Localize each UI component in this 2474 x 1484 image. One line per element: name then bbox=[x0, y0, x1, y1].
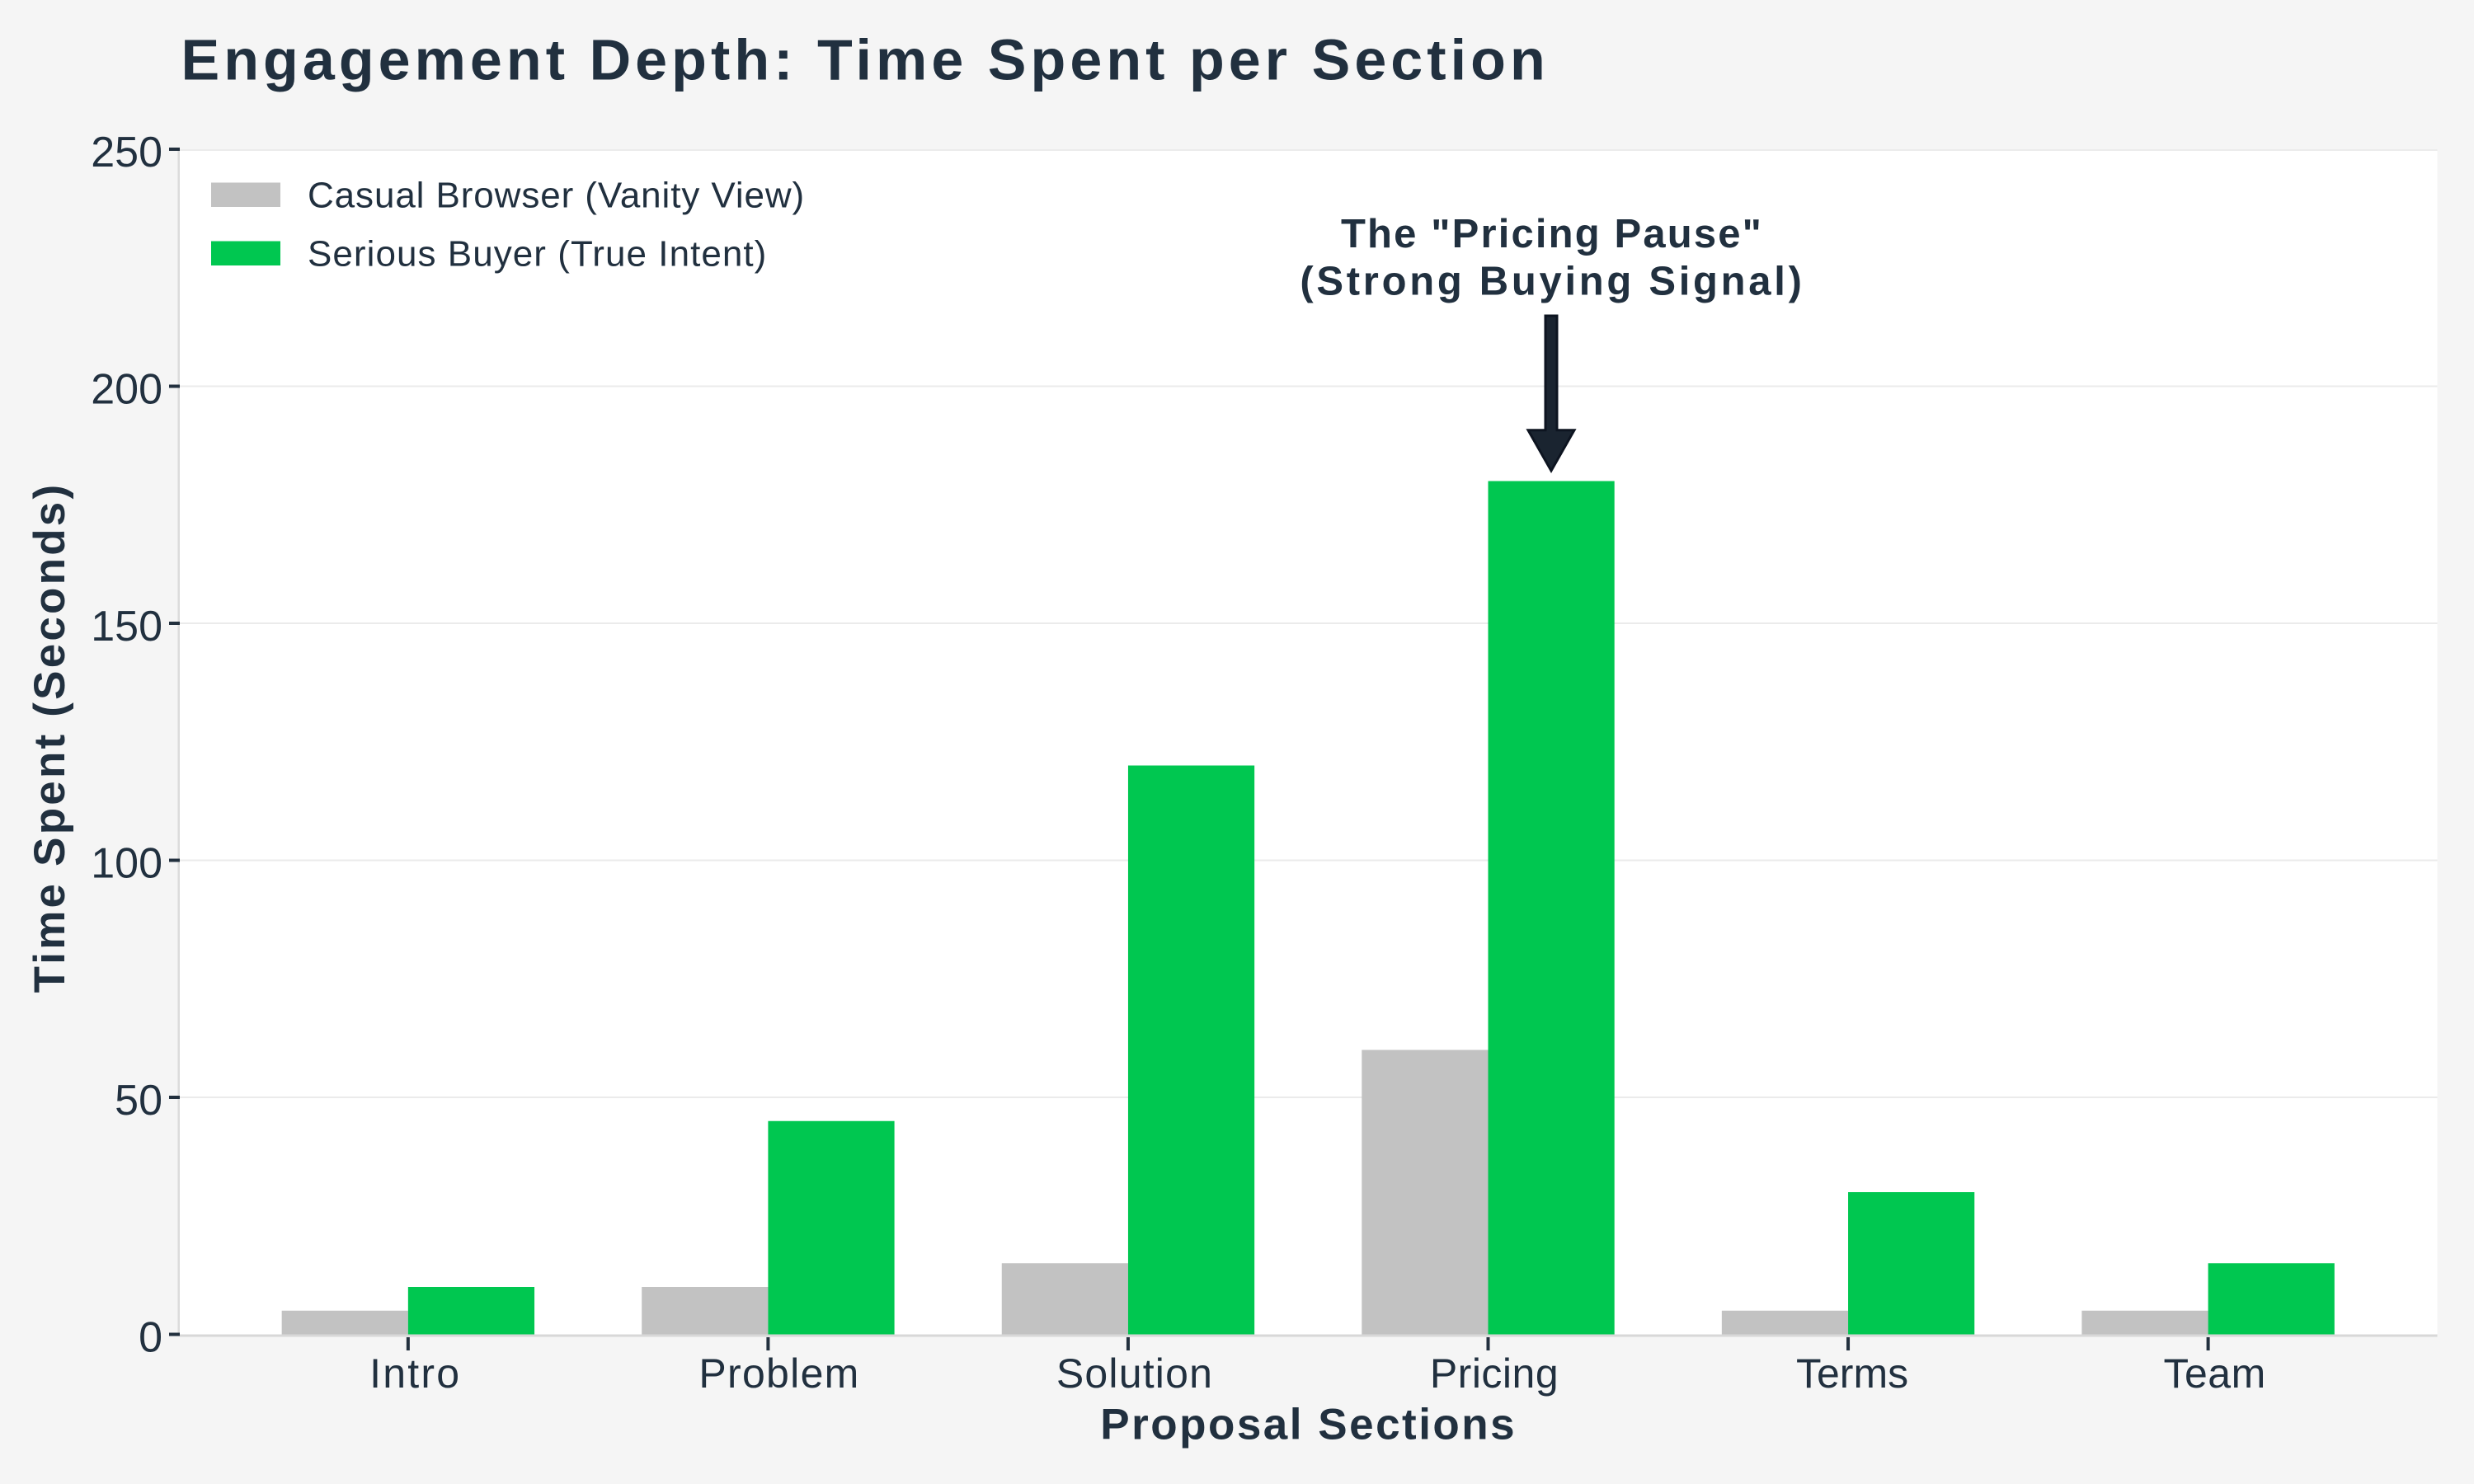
svg-text:Proposal Sections: Proposal Sections bbox=[1100, 1400, 1517, 1449]
svg-text:Casual Browser (Vanity View): Casual Browser (Vanity View) bbox=[308, 175, 805, 215]
svg-text:Solution: Solution bbox=[1056, 1350, 1213, 1397]
svg-text:Intro: Intro bbox=[369, 1350, 461, 1397]
svg-text:250: 250 bbox=[91, 129, 162, 176]
svg-text:The "Pricing Pause": The "Pricing Pause" bbox=[1341, 212, 1763, 256]
svg-text:150: 150 bbox=[91, 603, 162, 650]
svg-text:50: 50 bbox=[115, 1077, 162, 1125]
svg-text:Serious Buyer (True Intent): Serious Buyer (True Intent) bbox=[308, 233, 767, 274]
svg-text:Terms: Terms bbox=[1796, 1350, 1908, 1397]
svg-text:200: 200 bbox=[91, 366, 162, 414]
svg-text:Engagement Depth: Time Spent p: Engagement Depth: Time Spent per Section bbox=[181, 28, 1550, 92]
svg-text:0: 0 bbox=[139, 1314, 162, 1362]
svg-text:Time Spent (Seconds): Time Spent (Seconds) bbox=[26, 482, 74, 993]
svg-text:Team: Team bbox=[2163, 1350, 2265, 1397]
svg-text:100: 100 bbox=[91, 840, 162, 888]
svg-text:Pricing: Pricing bbox=[1430, 1350, 1559, 1397]
svg-text:(Strong Buying Signal): (Strong Buying Signal) bbox=[1300, 260, 1804, 304]
svg-text:Problem: Problem bbox=[698, 1350, 859, 1397]
